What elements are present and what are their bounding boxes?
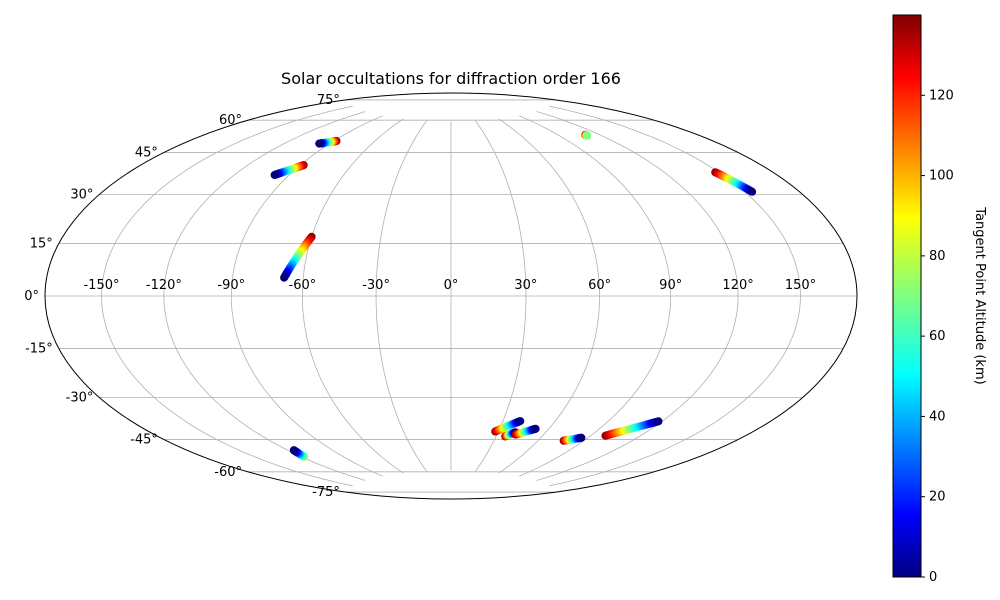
colorbar-tick-label: 60 (929, 329, 946, 344)
latitude-tick-label: 45° (135, 146, 158, 161)
graticule (45, 99, 857, 493)
colorbar-label: Tangent Point Altitude (km) (972, 206, 987, 384)
colorbar-tick-label: 20 (929, 490, 946, 505)
occultation-point (654, 417, 663, 426)
occultation-point (577, 433, 586, 442)
longitude-tick-label: 30° (514, 278, 537, 293)
longitude-tick-label: -150° (83, 278, 119, 293)
latitude-tick-label: 60° (219, 113, 242, 128)
latitude-tick-label: 75° (317, 93, 340, 108)
latitude-tick-label: 0° (24, 289, 39, 304)
longitude-tick-labels: -150° -120° -90° -60° -30° 0° 30° 60° 90° 120° 150… (83, 278, 816, 293)
longitude-tick-label: -30° (362, 278, 390, 293)
occultation-point (280, 273, 289, 282)
colorbar-tick-label: 120 (929, 88, 954, 103)
occultation-points (270, 130, 757, 461)
colorbar-tick-label: 100 (929, 169, 954, 184)
longitude-tick-label: -90° (217, 278, 245, 293)
longitude-tick-label: 0° (444, 278, 459, 293)
colorbar-tick-label: 40 (929, 409, 946, 424)
colorbar-tick-label: 0 (929, 570, 937, 585)
chart-title: Solar occultations for diffraction order… (281, 69, 621, 88)
occultation-point (748, 187, 757, 196)
occultation-point (289, 446, 298, 455)
latitude-tick-label: -15° (25, 342, 53, 357)
latitude-tick-label: 15° (30, 237, 53, 252)
latitude-tick-label: -75° (312, 485, 340, 500)
latitude-tick-label: 30° (70, 188, 93, 203)
latitude-tick-label: -45° (130, 433, 158, 448)
longitude-tick-label: 120° (722, 278, 753, 293)
colorbar-tick-label: 80 (929, 249, 946, 264)
latitude-tick-label: -60° (214, 465, 242, 480)
map-frame (44, 92, 858, 500)
latitude-tick-labels: -75° -60° -45° -30° -15° 0° 15° 30° 45° 60° 75° (24, 93, 340, 500)
colorbar-ticks: 0 20 40 60 80 100 120 (921, 88, 954, 585)
occultation-point (270, 171, 279, 179)
latitude-tick-label: -30° (66, 391, 94, 406)
longitude-tick-label: -120° (146, 278, 182, 293)
longitude-tick-label: 150° (785, 278, 816, 293)
occultation-point (531, 424, 540, 433)
occultation-point (583, 131, 592, 140)
colorbar (892, 14, 922, 578)
occultation-point (516, 417, 525, 426)
longitude-tick-label: 90° (659, 278, 682, 293)
longitude-tick-label: 60° (588, 278, 611, 293)
longitude-tick-label: -60° (289, 278, 317, 293)
occultation-point (315, 139, 324, 148)
